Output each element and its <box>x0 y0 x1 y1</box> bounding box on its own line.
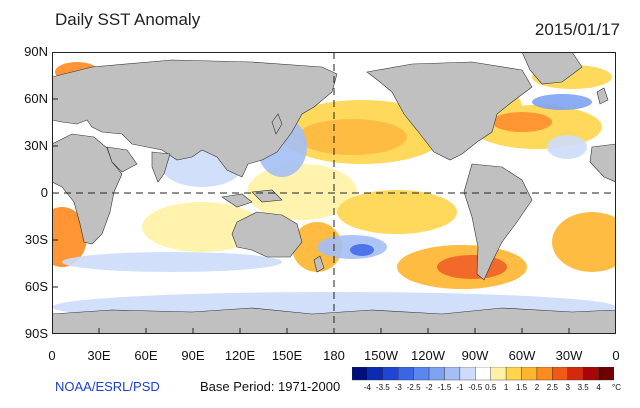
colorbar-swatch <box>444 366 461 381</box>
map-canvas <box>51 51 617 335</box>
colorbar-label: 3 <box>565 383 570 392</box>
base-period-label: Base Period: 1971-2000 <box>200 379 341 394</box>
colorbar-swatch <box>398 366 414 381</box>
colorbar-swatch <box>428 366 445 381</box>
colorbar-swatch <box>521 366 538 381</box>
y-axis-label: 60N <box>24 91 48 106</box>
land-indonesia <box>221 189 283 208</box>
colorbar-swatch <box>552 366 568 381</box>
land-new-zealand <box>313 255 325 273</box>
land-south-america <box>463 163 533 281</box>
land-north-america <box>366 61 533 161</box>
land-arabia <box>106 146 138 173</box>
colorbar-swatch <box>567 366 584 381</box>
warm-anomaly-patches <box>52 62 616 289</box>
sst-anomaly-map <box>51 51 617 335</box>
colorbar-swatches <box>351 366 615 381</box>
colorbar-label: -3.5 <box>375 383 390 392</box>
x-axis-label: 120W <box>411 348 445 363</box>
colorbar-swatch <box>413 366 430 381</box>
colorbar-label: 3.5 <box>577 383 589 392</box>
land-australia <box>231 211 303 258</box>
land-greenland <box>521 52 583 85</box>
colorbar-swatch <box>598 366 615 381</box>
colorbar-swatch <box>367 366 384 381</box>
land-eurasia <box>52 59 338 178</box>
y-axis-label: 0 <box>40 185 48 200</box>
x-axis-label: 90W <box>461 348 489 363</box>
map-date: 2015/01/17 <box>534 20 620 39</box>
colorbar <box>351 366 615 386</box>
y-axis-label: 60S <box>24 279 48 294</box>
land-india <box>151 151 171 183</box>
land-japan <box>271 113 283 135</box>
colorbar-label: -4 <box>363 383 371 392</box>
land-africa <box>52 133 123 245</box>
x-axis-label: 120E <box>224 348 256 363</box>
colorbar-unit: °C <box>612 383 621 392</box>
colorbar-label: 1.5 <box>515 383 528 392</box>
x-axis-label: 180 <box>323 348 345 363</box>
colorbar-swatch <box>582 366 599 381</box>
colorbar-label: 1 <box>503 383 509 392</box>
land-africa-west <box>589 143 616 183</box>
colorbar-label: 0.5 <box>485 383 497 392</box>
x-axis-label: 30E <box>87 348 111 363</box>
y-axis-label: 30S <box>24 232 48 247</box>
colorbar-label: -2 <box>425 383 433 392</box>
x-axis-label: 150W <box>364 348 398 363</box>
colorbar-label: -0.5 <box>468 383 483 392</box>
map-title: Daily SST Anomaly <box>55 10 201 29</box>
colorbar-swatch <box>475 366 491 381</box>
x-axis-label: 150E <box>271 348 303 363</box>
colorbar-label: -3 <box>394 383 402 392</box>
colorbar-label: 4 <box>596 383 601 392</box>
colorbar-swatch <box>490 366 507 381</box>
colorbar-label: -1 <box>456 383 464 392</box>
y-axis-label: 30N <box>24 138 48 153</box>
x-axis-label: 0 <box>612 348 620 363</box>
y-axis-label: 90N <box>24 44 48 59</box>
colorbar-label: 2.5 <box>546 383 558 392</box>
colorbar-swatch <box>459 366 476 381</box>
colorbar-swatch <box>382 366 399 381</box>
colorbar-swatch <box>505 366 522 381</box>
colorbar-label: -2.5 <box>406 383 421 392</box>
y-axis-label: 90S <box>24 326 48 341</box>
x-axis-label: 0 <box>48 348 56 363</box>
x-axis-label: 60W <box>508 348 536 363</box>
land-uk <box>596 87 609 105</box>
colorbar-label: 2 <box>534 383 540 392</box>
x-axis-label: 60E <box>134 348 158 363</box>
x-axis-label: 30W <box>555 348 583 363</box>
colorbar-label: -1.5 <box>437 383 452 392</box>
colorbar-swatch <box>351 366 368 381</box>
source-label: NOAA/ESRL/PSD <box>55 379 160 394</box>
x-axis-label: 90E <box>181 348 205 363</box>
colorbar-swatch <box>536 366 553 381</box>
